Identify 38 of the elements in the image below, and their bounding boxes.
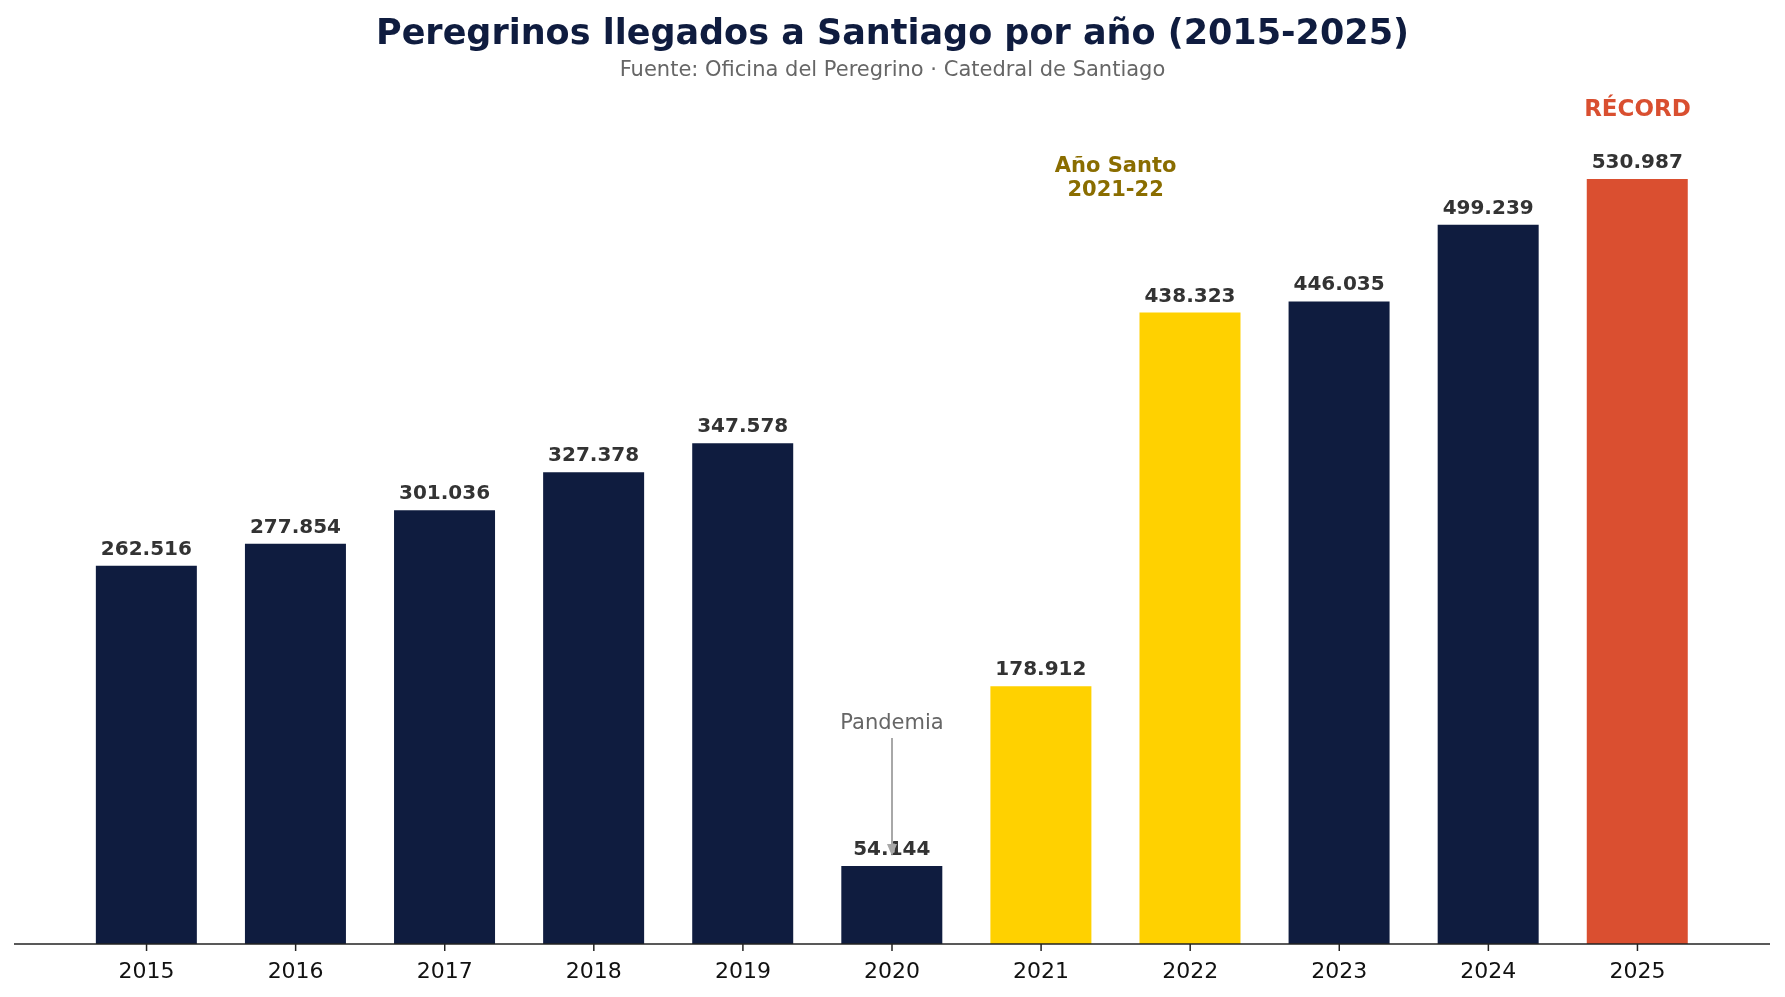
x-tick-label: 2018 — [565, 957, 622, 983]
data-label: 277.854 — [249, 513, 341, 538]
chart-subtitle: Fuente: Oficina del Peregrino · Catedral de Santiago — [618, 57, 1167, 82]
x-tick-label: 2021 — [1013, 957, 1070, 983]
data-label: 54.144 — [853, 835, 931, 860]
data-label: 347.578 — [697, 413, 789, 438]
bar — [1288, 301, 1390, 944]
x-tick-label: 2016 — [267, 957, 324, 983]
bar — [95, 565, 197, 944]
bar — [1586, 179, 1688, 944]
data-label: 301.036 — [398, 480, 491, 505]
x-tick-label: 2023 — [1311, 957, 1368, 983]
annotation: Pandemia — [840, 710, 944, 734]
x-tick-label: 2019 — [714, 957, 771, 983]
data-label: 262.516 — [100, 535, 192, 560]
x-tick-label: 2020 — [864, 957, 920, 983]
annotation: RÉCORD — [1584, 94, 1691, 121]
x-tick-label: 2015 — [118, 957, 175, 983]
bar — [990, 686, 1092, 944]
bar — [394, 510, 496, 944]
bar — [1139, 312, 1241, 944]
data-label: 327.378 — [548, 442, 640, 467]
bar — [692, 443, 794, 944]
data-label: 530.987 — [1591, 149, 1683, 173]
chart-title: Peregrinos llegados a Santiago por año (2015-2025) — [375, 12, 1410, 52]
data-label: 178.912 — [995, 656, 1087, 681]
x-tick-label: 2022 — [1162, 957, 1219, 983]
data-label: 499.239 — [1442, 194, 1534, 219]
x-tick-label: 2024 — [1460, 957, 1517, 983]
bar — [244, 543, 346, 944]
annotation: Año Santo 2021-22 — [1054, 153, 1177, 201]
bar — [543, 472, 645, 944]
x-tick-label: 2017 — [416, 957, 473, 983]
bar — [1437, 224, 1539, 944]
data-label: 446.035 — [1293, 271, 1385, 296]
data-label: 438.323 — [1144, 282, 1236, 307]
x-tick-label: 2025 — [1609, 957, 1666, 983]
bar — [841, 865, 943, 944]
